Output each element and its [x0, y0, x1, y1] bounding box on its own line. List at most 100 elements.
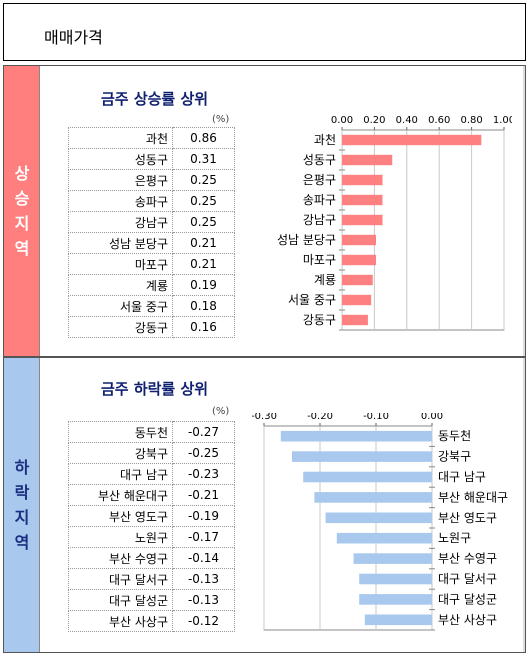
- table-row: 강남구 0.25: [68, 211, 235, 233]
- category-label: 성남 분당구: [277, 233, 336, 247]
- rise-table: 과천 0.86 성동구 0.31 은평구 0.25 송파구 0.25 강남구 0.25 성남 분당구…: [68, 127, 235, 338]
- change-value: -0.25: [172, 442, 235, 464]
- change-value: 0.21: [172, 232, 235, 254]
- bar: [325, 512, 432, 524]
- category-label: 성동구: [303, 153, 336, 167]
- category-label: 부산 사상구: [438, 613, 497, 627]
- bar: [342, 194, 383, 206]
- category-label: 대구 남구: [438, 470, 486, 484]
- change-value: 0.25: [172, 169, 235, 191]
- table-row: 대구 달성군 -0.13: [68, 589, 235, 611]
- table-row: 대구 달서구 -0.13: [68, 568, 235, 590]
- table-row: 송파구 0.25: [68, 190, 235, 212]
- table-row: 마포구 0.21: [68, 253, 235, 275]
- category-label: 부산 해운대구: [438, 490, 508, 504]
- region-name: 강북구: [68, 442, 173, 464]
- bar: [342, 154, 393, 166]
- bar: [359, 573, 432, 585]
- change-value: 0.21: [172, 253, 235, 275]
- rise-side-label-char: 상: [14, 164, 30, 183]
- table-row: 계룡 0.19: [68, 274, 235, 296]
- region-name: 대구 달성군: [68, 589, 173, 611]
- fall-side-label-char: 역: [14, 533, 30, 552]
- tick-label: -0.30: [252, 413, 277, 422]
- fall-unit: (%): [212, 406, 230, 417]
- change-value: -0.13: [172, 589, 235, 611]
- fall-side-label-char: 지: [14, 508, 30, 527]
- region-name: 과천: [68, 127, 173, 149]
- change-value: -0.13: [172, 568, 235, 590]
- category-label: 송파구: [303, 193, 336, 207]
- fall-side-label-char: 하: [14, 458, 30, 477]
- region-name: 강남구: [68, 211, 173, 233]
- bar: [303, 471, 432, 483]
- page-header: 매매가격: [3, 3, 526, 61]
- category-label: 은평구: [303, 173, 336, 187]
- right-divider: [523, 66, 525, 356]
- tick-label: 0.40: [396, 115, 418, 126]
- region-name: 성동구: [68, 148, 173, 170]
- region-name: 대구 남구: [68, 463, 173, 485]
- bar: [314, 492, 432, 503]
- change-value: -0.17: [172, 526, 235, 548]
- category-label: 대구 달성군: [438, 592, 497, 606]
- table-row: 부산 수영구 -0.14: [68, 547, 235, 569]
- bar: [342, 234, 377, 246]
- region-name: 대구 달서구: [68, 568, 173, 590]
- region-name: 부산 영도구: [68, 505, 173, 527]
- table-row: 부산 영도구 -0.19: [68, 505, 235, 527]
- change-value: -0.12: [172, 610, 235, 632]
- rise-side-label-char: 승: [14, 189, 30, 208]
- change-value: -0.19: [172, 505, 235, 527]
- table-row: 동두천 -0.27: [68, 421, 235, 443]
- bar: [342, 134, 482, 146]
- category-label: 서울 중구: [288, 293, 336, 307]
- region-name: 계룡: [68, 274, 173, 296]
- change-value: 0.25: [172, 211, 235, 233]
- rise-unit: (%): [212, 114, 230, 125]
- bar: [353, 553, 432, 564]
- table-row: 노원구 -0.17: [68, 526, 235, 548]
- category-label: 강남구: [303, 213, 336, 227]
- region-name: 성남 분당구: [68, 232, 173, 254]
- table-row: 서울 중구 0.18: [68, 295, 235, 317]
- region-name: 강동구: [68, 316, 173, 338]
- change-value: 0.19: [172, 274, 235, 296]
- right-divider: [523, 358, 525, 652]
- region-name: 마포구: [68, 253, 173, 275]
- region-name: 부산 수영구: [68, 547, 173, 569]
- category-label: 강북구: [438, 450, 471, 464]
- table-row: 부산 사상구 -0.12: [68, 610, 235, 632]
- change-value: -0.21: [172, 484, 235, 506]
- category-label: 부산 영도구: [438, 511, 497, 525]
- fall-title: 금주 하락률 상위: [101, 380, 209, 398]
- rise-chart: 0.00 0.20 0.40 0.60 0.80 1.00 과천성동구은평구송파구강남구성남…: [277, 115, 512, 331]
- bar: [336, 532, 432, 544]
- table-row: 대구 남구 -0.23: [68, 463, 235, 485]
- category-label: 계룡: [314, 273, 336, 287]
- category-label: 대구 달서구: [438, 572, 497, 586]
- tick-label: -0.10: [363, 413, 389, 422]
- rise-side-label-char: 역: [14, 239, 30, 258]
- region-name: 송파구: [68, 190, 173, 212]
- bar: [342, 274, 373, 286]
- table-row: 과천 0.86: [68, 127, 235, 149]
- bar: [359, 594, 432, 605]
- table-row: 강북구 -0.25: [68, 442, 235, 464]
- tick-label: 0.20: [363, 115, 385, 126]
- table-row: 성남 분당구 0.21: [68, 232, 235, 254]
- bar: [342, 174, 383, 186]
- rise-title: 금주 상승률 상위: [101, 90, 209, 108]
- bar: [292, 451, 432, 462]
- change-value: 0.16: [172, 316, 235, 338]
- change-value: 0.86: [172, 127, 235, 149]
- bar: [342, 214, 383, 226]
- category-label: 부산 수영구: [438, 552, 497, 566]
- bar: [342, 314, 368, 326]
- change-value: -0.27: [172, 421, 235, 443]
- category-label: 강동구: [303, 313, 336, 327]
